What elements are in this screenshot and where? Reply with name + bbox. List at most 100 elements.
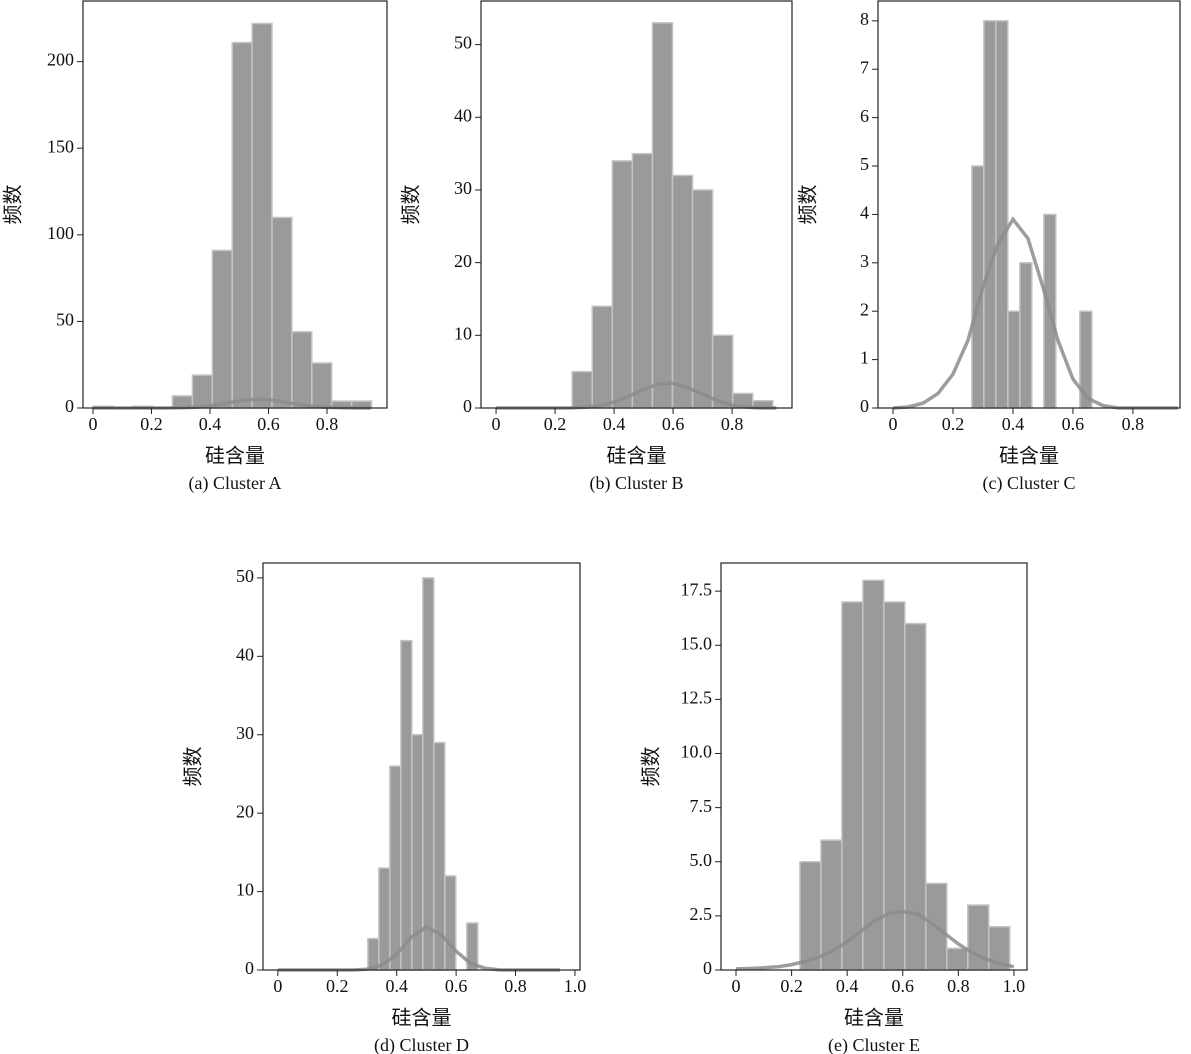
caption: (d) Cluster D [374, 1035, 469, 1054]
bar [378, 867, 391, 971]
panel: 0 0.2 0.4 0.6 0.8 1.0 0 2.5 5.0 7.5 10.0 12.5 15.0 17… [640, 562, 1028, 1054]
y-tick-label: 10 [454, 323, 472, 343]
y-axis-label: 频数 [640, 747, 663, 787]
y-tick-label: 150 [47, 136, 74, 156]
y-tick-label: 15.0 [681, 633, 713, 653]
bar [799, 861, 822, 971]
bar [311, 362, 333, 409]
y-tick-label: 0 [65, 396, 74, 416]
y-tick-label: 12.5 [681, 688, 713, 708]
y-tick-label: 50 [56, 310, 74, 330]
axes-frame [480, 0, 793, 409]
y-tick-label: 1 [860, 348, 869, 368]
x-tick-label: 0.4 [1002, 414, 1025, 434]
x-tick-label: 0.2 [326, 976, 349, 996]
axes-frame [877, 0, 1181, 409]
x-tick-label: 0.6 [257, 414, 280, 434]
y-axis-label: 频数 [2, 185, 25, 225]
bar [711, 334, 734, 409]
x-tick-label: 0.4 [199, 414, 222, 434]
x-tick-label: 0.4 [603, 414, 626, 434]
bar [571, 370, 593, 409]
x-tick-label: 1.0 [564, 976, 587, 996]
y-tick-label: 2.5 [690, 904, 713, 924]
x-axis-label: 硅含量 [205, 445, 265, 468]
x-tick-label: 0.6 [1062, 414, 1085, 434]
y-tick-label: 17.5 [681, 579, 713, 599]
y-axis-label: 频数 [400, 185, 423, 225]
x-tick-label: 0 [88, 414, 97, 434]
y-tick-label: 40 [236, 644, 254, 664]
y-tick-label: 100 [47, 223, 74, 243]
bar [862, 579, 885, 971]
y-tick-label: 7.5 [690, 796, 713, 816]
bar [422, 577, 435, 971]
y-tick-label: 200 [47, 50, 74, 70]
bar [400, 639, 413, 971]
bar [191, 374, 214, 409]
x-axis-label: 硅含量 [999, 445, 1059, 468]
bar [631, 152, 654, 409]
x-tick-label: 0.2 [544, 414, 567, 434]
x-tick-label: 0.8 [947, 976, 970, 996]
density-curve [892, 216, 1178, 410]
x-tick-label: 0.6 [445, 976, 468, 996]
x-tick-label: 0 [273, 976, 282, 996]
y-tick-label: 2 [860, 299, 869, 319]
bar [271, 216, 293, 409]
bar [231, 41, 253, 409]
x-tick-label: 0.4 [836, 976, 859, 996]
y-tick-label: 0 [245, 958, 254, 978]
bar [691, 189, 714, 409]
bar [946, 947, 969, 971]
bar [251, 22, 273, 409]
x-tick-label: 0.6 [892, 976, 915, 996]
y-tick-label: 10 [236, 880, 254, 900]
bar [611, 160, 634, 409]
caption: (b) Cluster B [590, 473, 684, 494]
x-tick-label: 0.8 [721, 414, 744, 434]
x-tick-label: 0.8 [316, 414, 339, 434]
caption: (c) Cluster C [983, 473, 1076, 494]
y-tick-label: 20 [236, 801, 254, 821]
x-tick-label: 1.0 [1003, 976, 1026, 996]
y-tick-label: 0 [463, 396, 472, 416]
y-tick-label: 5 [860, 154, 869, 174]
x-axis-label: 硅含量 [392, 1007, 452, 1030]
panel: 0 0.2 0.4 0.6 0.8 0 10 20 30 40 50 硅含量 (b) Cluster B… [400, 0, 793, 494]
bar [983, 20, 997, 409]
y-tick-label: 0 [860, 396, 869, 416]
y-axis-label: 频数 [797, 185, 820, 225]
bar [1019, 262, 1033, 409]
bar [671, 174, 694, 409]
caption: (e) Cluster E [828, 1035, 920, 1054]
y-tick-label: 3 [860, 251, 869, 271]
x-tick-label: 0.8 [504, 976, 527, 996]
y-tick-label: 30 [454, 178, 472, 198]
bar [591, 305, 614, 409]
y-tick-label: 50 [236, 566, 254, 586]
panel: 0 0.2 0.4 0.6 0.8 0 50 100 150 200 硅含量 (a) Cluster … [2, 0, 388, 494]
x-tick-label: 0.2 [140, 414, 163, 434]
bar [841, 601, 864, 971]
y-tick-label: 8 [860, 9, 869, 29]
x-tick-label: 0.8 [1122, 414, 1145, 434]
bar [651, 22, 674, 409]
y-tick-label: 0 [703, 958, 712, 978]
y-tick-label: 30 [236, 723, 254, 743]
axes-frame [262, 562, 581, 971]
x-tick-label: 0.4 [385, 976, 408, 996]
panel: 0 0.2 0.4 0.6 0.8 1.0 0 10 20 30 40 50 硅含量 (d) Cluste… [182, 562, 587, 1054]
x-tick-label: 0.2 [942, 414, 965, 434]
y-tick-label: 10.0 [681, 742, 713, 762]
bar [291, 331, 313, 409]
panel: 0 0.2 0.4 0.6 0.8 0 1 2 3 4 5 6 7 8 硅含量 (c) Cluster C 频数 [797, 0, 1181, 494]
y-tick-label: 20 [454, 251, 472, 271]
y-tick-label: 5.0 [690, 850, 713, 870]
y-tick-label: 4 [860, 203, 869, 223]
x-tick-label: 0.2 [780, 976, 803, 996]
y-tick-label: 40 [454, 105, 472, 125]
x-tick-label: 0 [888, 414, 897, 434]
y-tick-label: 7 [860, 57, 869, 77]
